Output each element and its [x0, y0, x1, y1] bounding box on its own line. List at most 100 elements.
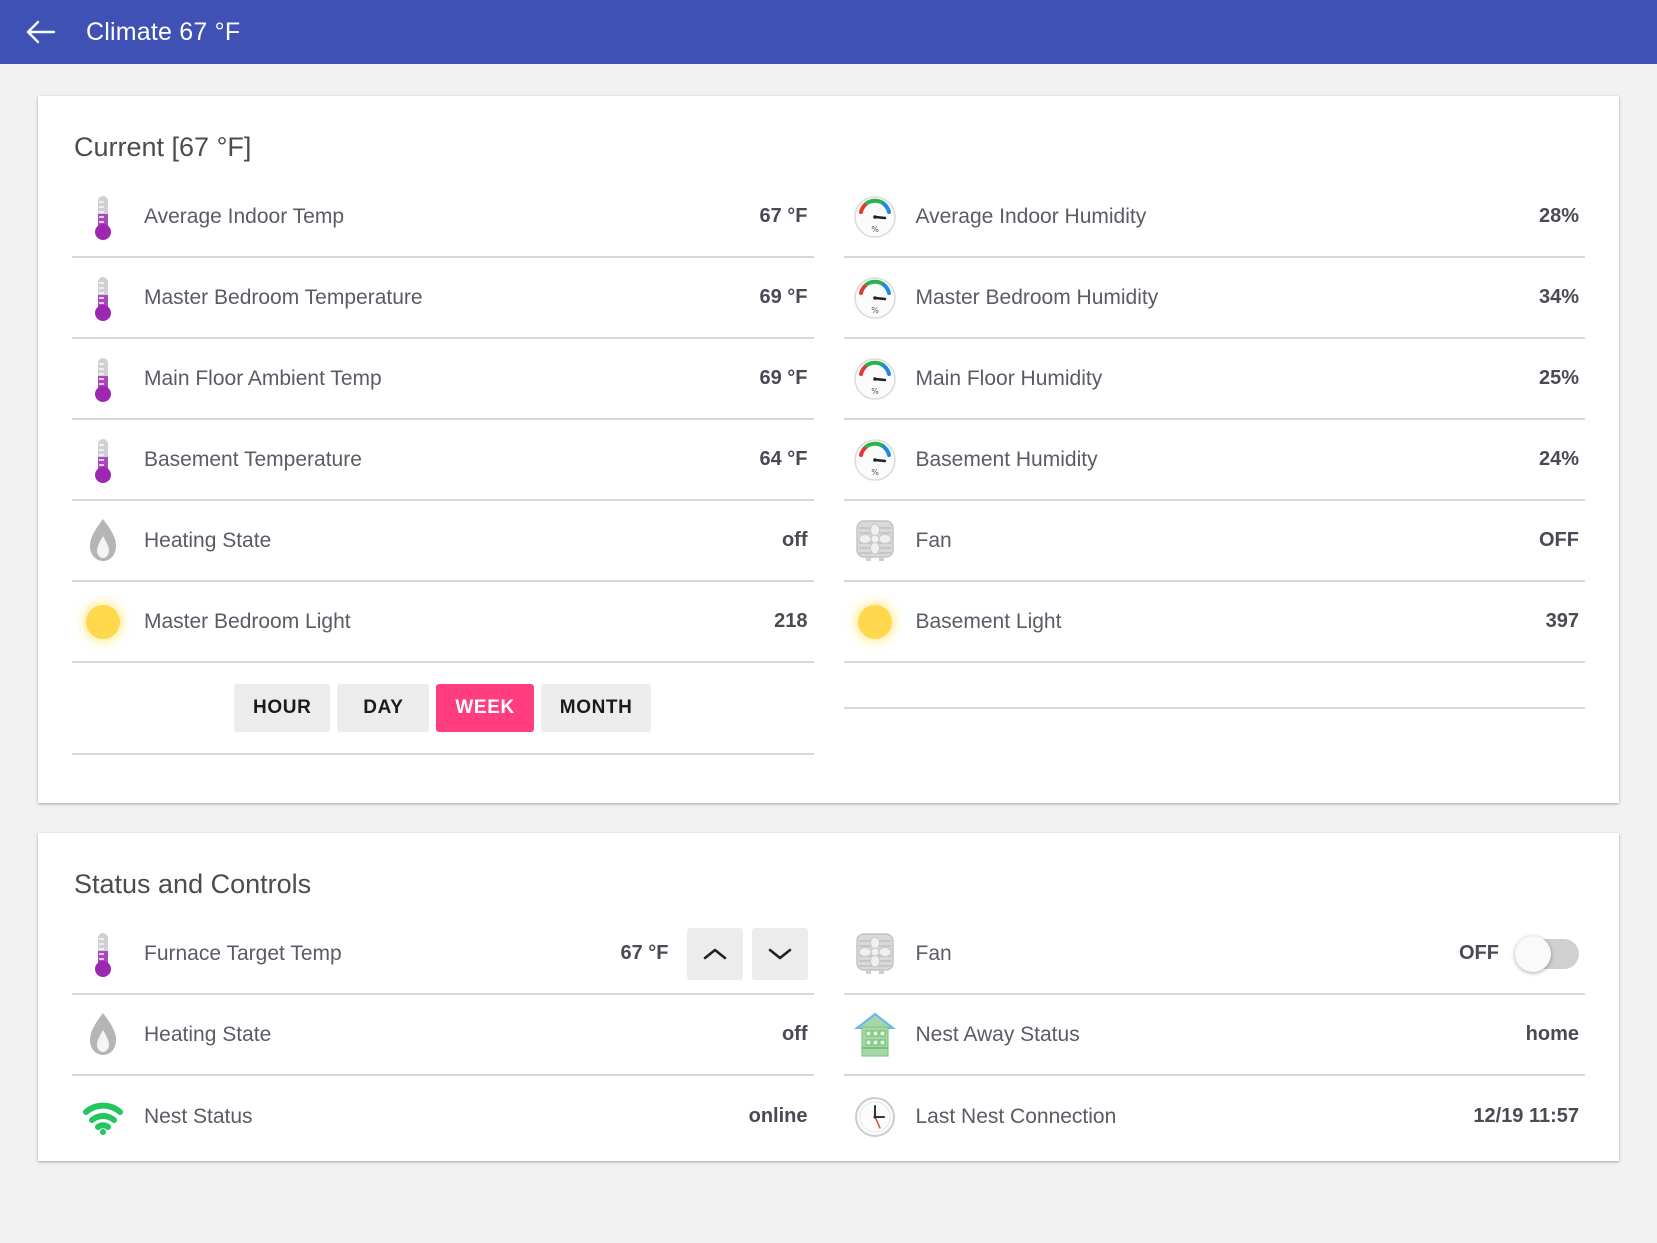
row-value: OFF	[1539, 529, 1579, 551]
row-label: Nest Status	[144, 1104, 253, 1128]
row-value: 67 °F	[620, 942, 669, 964]
thermometer-icon	[76, 433, 130, 487]
period-selector: HOUR DAY WEEK MONTH	[72, 663, 814, 755]
row-label: Master Bedroom Temperature	[144, 285, 423, 309]
row-label: Last Nest Connection	[915, 1104, 1117, 1128]
light-bulb-icon	[76, 595, 130, 649]
thermometer-icon	[76, 927, 130, 981]
row-value: off	[781, 529, 808, 551]
table-row[interactable]: Last Nest Connection 12/19 11:57	[844, 1076, 1586, 1157]
right-column-spacer	[843, 663, 1585, 709]
row-label: Main Floor Ambient Temp	[144, 366, 382, 390]
clock-icon	[848, 1090, 902, 1144]
current-left-column: Average Indoor Temp 67 °F	[72, 177, 814, 785]
row-value: 64 °F	[759, 448, 808, 470]
svg-text:%: %	[871, 387, 879, 396]
row-label: Average Indoor Humidity	[915, 204, 1147, 228]
row-value: 69 °F	[759, 286, 808, 308]
row-value: 69 °F	[759, 367, 808, 389]
thermometer-icon	[76, 352, 130, 406]
hygrometer-icon: %	[848, 352, 902, 406]
row-value: 67 °F	[759, 205, 808, 227]
table-row[interactable]: % Master Bedroom Humidity 34%	[843, 258, 1585, 339]
svg-text:%: %	[871, 468, 879, 477]
row-label: Nest Away Status	[915, 1022, 1080, 1046]
flame-icon	[76, 514, 130, 568]
svg-text:%: %	[871, 306, 879, 315]
table-row[interactable]: % Main Floor Humidity 25%	[843, 339, 1585, 420]
current-rows-grid: Average Indoor Temp 67 °F	[72, 177, 1585, 785]
fan-icon	[848, 514, 902, 568]
row-label: Fan	[915, 941, 952, 965]
table-row[interactable]: % Average Indoor Humidity 28%	[843, 177, 1585, 258]
period-button-hour[interactable]: HOUR	[234, 684, 331, 732]
row-label: Heating State	[144, 528, 272, 552]
row-value: 28%	[1538, 205, 1579, 227]
status-right-column: Fan OFF	[843, 914, 1586, 1157]
hygrometer-icon: %	[848, 271, 902, 325]
row-value: off	[781, 1023, 808, 1045]
status-controls-card: Status and Controls	[38, 833, 1619, 1161]
page-body: Current [67 °F]	[0, 96, 1657, 1161]
thermometer-icon	[76, 271, 130, 325]
fan-icon	[848, 927, 902, 981]
table-row[interactable]: Heating State off	[72, 501, 814, 582]
temp-stepper	[686, 927, 808, 980]
table-row[interactable]: Heating State off	[72, 995, 814, 1076]
row-value: 12/19 11:57	[1473, 1105, 1579, 1127]
furnace-target-temp-row[interactable]: Furnace Target Temp 67 °F	[72, 914, 814, 995]
page-title: Climate 67 °F	[86, 17, 241, 46]
row-value: online	[748, 1105, 808, 1127]
period-button-day[interactable]: DAY	[337, 684, 430, 732]
chevron-up-icon	[702, 946, 728, 962]
row-label: Basement Light	[915, 609, 1062, 633]
row-value: OFF	[1459, 942, 1499, 964]
fan-control-row[interactable]: Fan OFF	[843, 914, 1585, 995]
row-label: Basement Temperature	[144, 447, 362, 471]
house-icon	[848, 1008, 902, 1062]
table-row[interactable]: Master Bedroom Temperature 69 °F	[72, 258, 814, 339]
table-row[interactable]: Nest Status online	[72, 1076, 814, 1157]
chevron-down-icon	[767, 946, 793, 962]
row-value: 397	[1545, 610, 1579, 632]
row-label: Average Indoor Temp	[144, 204, 345, 228]
row-label: Master Bedroom Humidity	[915, 285, 1159, 309]
fan-toggle-switch[interactable]	[1515, 935, 1579, 972]
toggle-knob	[1515, 935, 1551, 972]
period-button-month[interactable]: MONTH	[540, 684, 652, 732]
row-value: 24%	[1538, 448, 1579, 470]
temp-increase-button[interactable]	[686, 927, 743, 980]
table-row[interactable]: Nest Away Status home	[843, 995, 1585, 1076]
row-label: Master Bedroom Light	[144, 609, 351, 633]
table-row[interactable]: Basement Temperature 64 °F	[72, 420, 814, 501]
status-rows-grid: Furnace Target Temp 67 °F	[72, 914, 1585, 1157]
status-left-column: Furnace Target Temp 67 °F	[72, 914, 814, 1157]
svg-text:%: %	[871, 225, 879, 234]
chart-placeholder	[72, 755, 814, 785]
temp-decrease-button[interactable]	[751, 927, 808, 980]
table-row[interactable]: Main Floor Ambient Temp 69 °F	[72, 339, 814, 420]
row-value: home	[1525, 1023, 1579, 1045]
row-label: Main Floor Humidity	[915, 366, 1103, 390]
table-row[interactable]: Basement Light 397	[843, 582, 1585, 663]
back-button[interactable]	[18, 9, 64, 55]
row-value: 25%	[1538, 367, 1579, 389]
table-row[interactable]: % Basement Humidity 24%	[843, 420, 1585, 501]
row-label: Furnace Target Temp	[144, 941, 342, 965]
arrow-left-icon	[26, 19, 56, 45]
light-bulb-icon	[848, 595, 902, 649]
hygrometer-icon: %	[848, 433, 902, 487]
row-label: Basement Humidity	[915, 447, 1098, 471]
current-right-column: % Average Indoor Humidity 28%	[843, 177, 1585, 785]
row-value: 218	[774, 610, 808, 632]
current-card-title: Current [67 °F]	[74, 132, 252, 162]
row-label: Heating State	[144, 1022, 272, 1046]
row-value: 34%	[1538, 286, 1579, 308]
status-controls-title: Status and Controls	[74, 869, 312, 899]
table-row[interactable]: Fan OFF	[843, 501, 1585, 582]
table-row[interactable]: Average Indoor Temp 67 °F	[72, 177, 814, 258]
hygrometer-icon: %	[848, 190, 902, 244]
wifi-icon	[76, 1090, 130, 1144]
table-row[interactable]: Master Bedroom Light 218	[72, 582, 814, 663]
period-button-week[interactable]: WEEK	[436, 684, 534, 732]
